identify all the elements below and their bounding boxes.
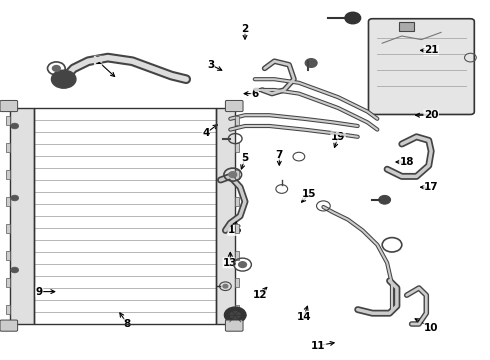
Circle shape [11, 195, 19, 201]
Text: 15: 15 [301, 189, 316, 199]
Bar [235, 143, 239, 152]
Bar [6, 251, 10, 260]
Text: 3: 3 [207, 60, 214, 70]
Text: 2: 2 [242, 24, 248, 34]
Circle shape [239, 262, 246, 267]
Text: 11: 11 [311, 341, 326, 351]
FancyBboxPatch shape [225, 100, 243, 112]
Bar [6, 197, 10, 206]
Text: 12: 12 [252, 290, 267, 300]
Circle shape [224, 307, 246, 323]
Text: 14: 14 [296, 312, 311, 322]
Circle shape [11, 123, 19, 129]
Text: 9: 9 [36, 287, 43, 297]
Circle shape [229, 172, 237, 177]
Text: 7: 7 [275, 150, 283, 160]
Text: 16: 16 [228, 225, 243, 235]
Text: 5: 5 [242, 153, 248, 163]
Text: 19: 19 [331, 132, 345, 142]
Text: 4: 4 [202, 128, 210, 138]
Circle shape [11, 267, 19, 273]
FancyBboxPatch shape [368, 19, 474, 114]
FancyBboxPatch shape [225, 320, 243, 331]
Bar [34, 108, 216, 324]
Bar [216, 108, 235, 324]
Circle shape [345, 12, 361, 24]
Bar [6, 143, 10, 152]
Bar [6, 116, 10, 125]
Bar [6, 224, 10, 233]
Text: 8: 8 [124, 319, 131, 329]
Circle shape [52, 66, 60, 71]
Text: 6: 6 [251, 89, 258, 99]
Bar [6, 170, 10, 179]
Text: 1: 1 [95, 56, 101, 66]
Text: 17: 17 [424, 182, 439, 192]
Bar [235, 251, 239, 260]
Circle shape [305, 59, 317, 67]
Circle shape [230, 311, 240, 319]
FancyBboxPatch shape [0, 100, 18, 112]
Bar [235, 224, 239, 233]
Text: 21: 21 [424, 45, 439, 55]
FancyBboxPatch shape [0, 320, 18, 331]
Bar [6, 305, 10, 314]
Bar [6, 278, 10, 287]
Bar [235, 305, 239, 314]
Bar [235, 278, 239, 287]
Bar [10, 108, 34, 324]
Text: 18: 18 [399, 157, 414, 167]
Circle shape [379, 195, 391, 204]
Bar [399, 22, 414, 31]
Text: 10: 10 [424, 323, 439, 333]
Text: 20: 20 [424, 110, 439, 120]
Circle shape [223, 284, 228, 288]
Bar [235, 197, 239, 206]
Bar [235, 170, 239, 179]
Text: 13: 13 [223, 258, 238, 268]
Circle shape [51, 70, 76, 88]
Bar [235, 116, 239, 125]
